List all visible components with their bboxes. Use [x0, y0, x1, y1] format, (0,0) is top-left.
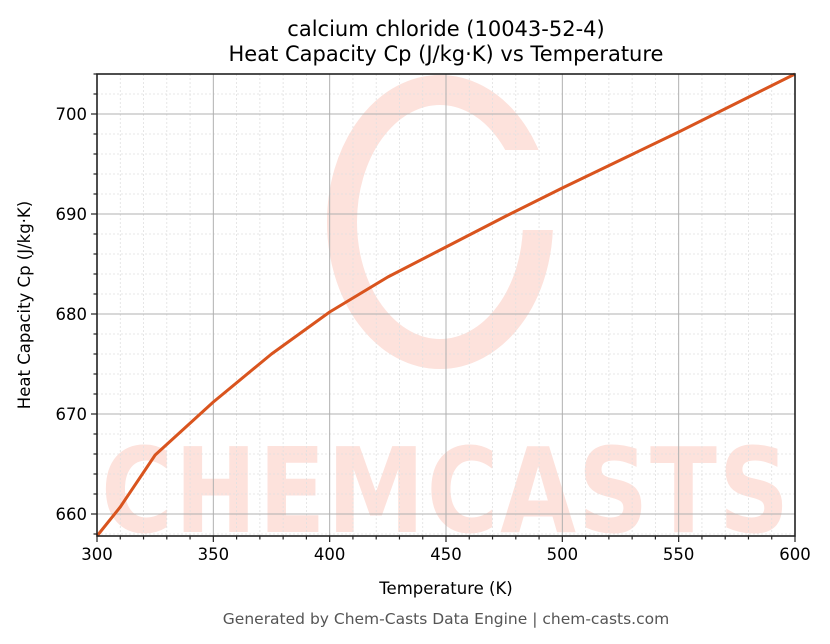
x-tick-label: 600 [779, 545, 811, 564]
x-tick-label: 300 [81, 545, 113, 564]
x-axis-ticks: 300 350 400 450 500 550 600 [81, 536, 811, 564]
chart-title-line2: Heat Capacity Cp (J/kg·K) vs Temperature [229, 42, 664, 66]
chemcasts-watermark: CHEMCASTS [101, 75, 791, 560]
x-tick-label: 400 [314, 545, 346, 564]
y-tick-label: 700 [56, 105, 88, 124]
y-axis-ticks: 660 670 680 690 700 [56, 73, 97, 535]
x-tick-label: 500 [547, 545, 579, 564]
chart-title-line1: calcium chloride (10043-52-4) [287, 17, 604, 41]
major-grid [96, 74, 796, 536]
footer-credit: Generated by Chem-Casts Data Engine | ch… [223, 610, 669, 628]
y-tick-label: 680 [56, 305, 88, 324]
svg-text:CHEMCASTS: CHEMCASTS [101, 422, 791, 560]
heat-capacity-line [95, 72, 796, 537]
x-tick-label: 450 [430, 545, 462, 564]
x-tick-label: 350 [198, 545, 230, 564]
y-tick-label: 660 [56, 505, 88, 524]
y-axis-label: Heat Capacity Cp (J/kg·K) [15, 201, 34, 409]
y-tick-label: 690 [56, 205, 88, 224]
y-tick-label: 670 [56, 405, 88, 424]
x-tick-label: 550 [663, 545, 695, 564]
x-axis-label: Temperature (K) [378, 579, 512, 598]
